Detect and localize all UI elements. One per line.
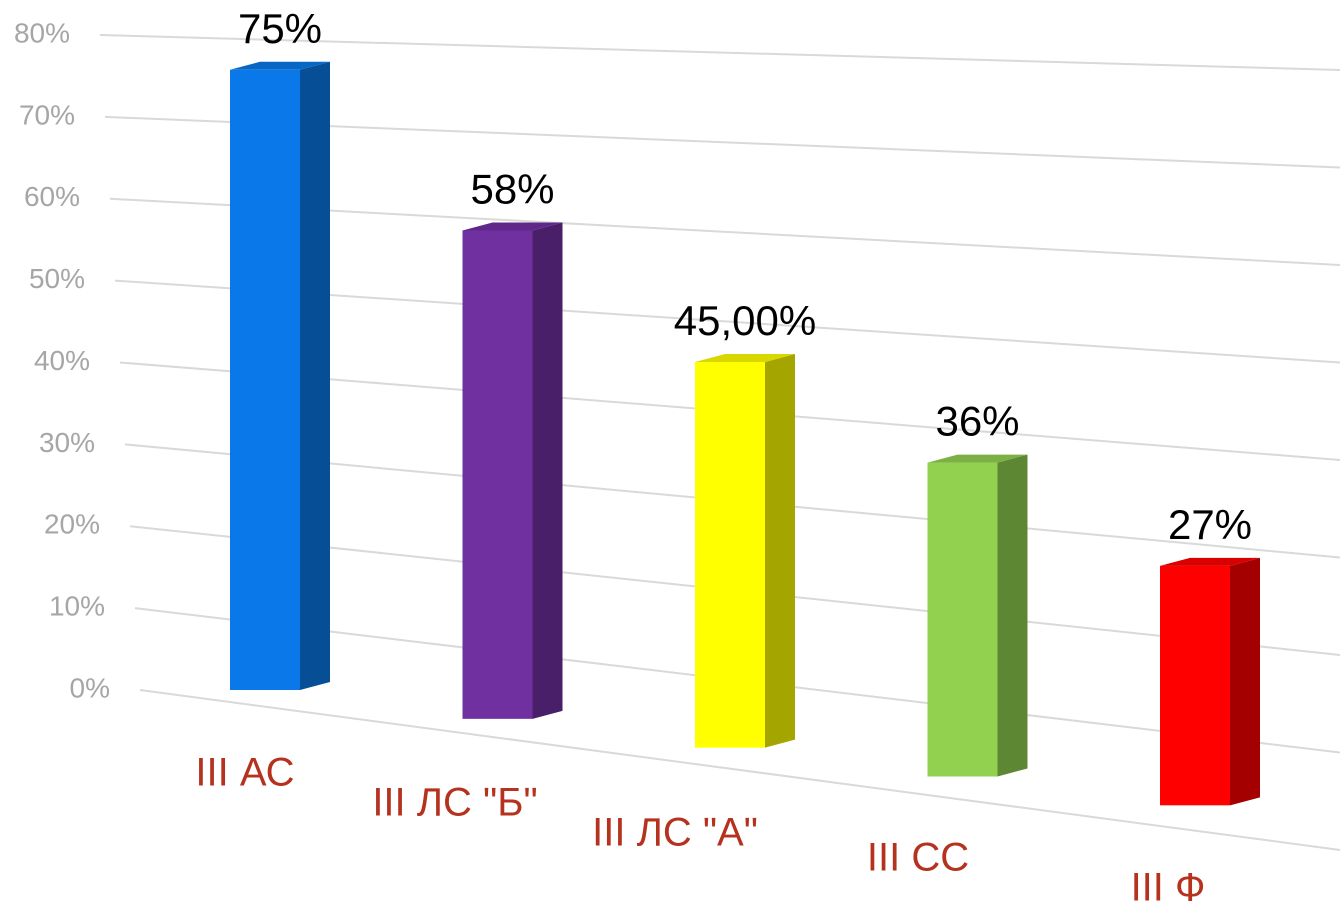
y-tick-label: 30% [39, 427, 95, 458]
bar [695, 362, 765, 748]
bar [230, 69, 300, 690]
value-label: 45,00% [674, 297, 816, 344]
bar-top [927, 454, 1028, 463]
bar-side [532, 222, 563, 719]
bar [1160, 565, 1230, 806]
value-label: 75% [238, 5, 322, 52]
bar-side [300, 61, 330, 690]
y-tick-label: 60% [24, 181, 80, 212]
y-tick-label: 40% [34, 345, 90, 376]
x-tick-label: III СС [867, 836, 969, 880]
bar [462, 230, 533, 719]
bar-top [1160, 557, 1260, 566]
value-label: 58% [470, 166, 554, 213]
grid-line [139, 689, 1340, 851]
bar-side [997, 454, 1028, 777]
value-label: 36% [935, 398, 1019, 445]
bar-top [230, 61, 330, 70]
grid-line [99, 34, 1340, 71]
bar-side [1230, 557, 1260, 806]
y-tick-label: 0% [70, 672, 110, 703]
bar-side [765, 354, 795, 748]
bar-top [462, 222, 563, 231]
y-tick-label: 20% [44, 509, 100, 540]
x-tick-label: III ЛС "А" [592, 811, 758, 855]
bar [927, 462, 998, 777]
y-tick-label: 70% [19, 99, 75, 130]
y-tick-label: 10% [49, 591, 105, 622]
value-label: 27% [1168, 501, 1252, 548]
y-tick-label: 80% [14, 17, 70, 48]
x-tick-label: III АС [195, 751, 294, 795]
bar-top [695, 354, 795, 363]
y-tick-label: 50% [29, 263, 85, 294]
x-tick-label: III Ф [1131, 866, 1206, 910]
x-tick-label: III ЛС "Б" [372, 781, 537, 825]
